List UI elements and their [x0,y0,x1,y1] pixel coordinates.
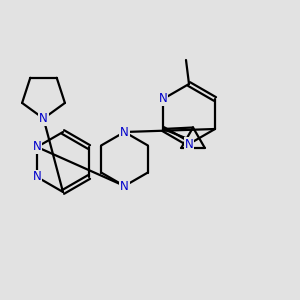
Text: N: N [120,179,129,193]
Text: N: N [33,170,41,184]
Text: N: N [159,92,167,106]
Text: N: N [39,112,48,125]
Text: N: N [33,140,41,154]
Text: N: N [120,125,129,139]
Text: N: N [184,137,194,151]
